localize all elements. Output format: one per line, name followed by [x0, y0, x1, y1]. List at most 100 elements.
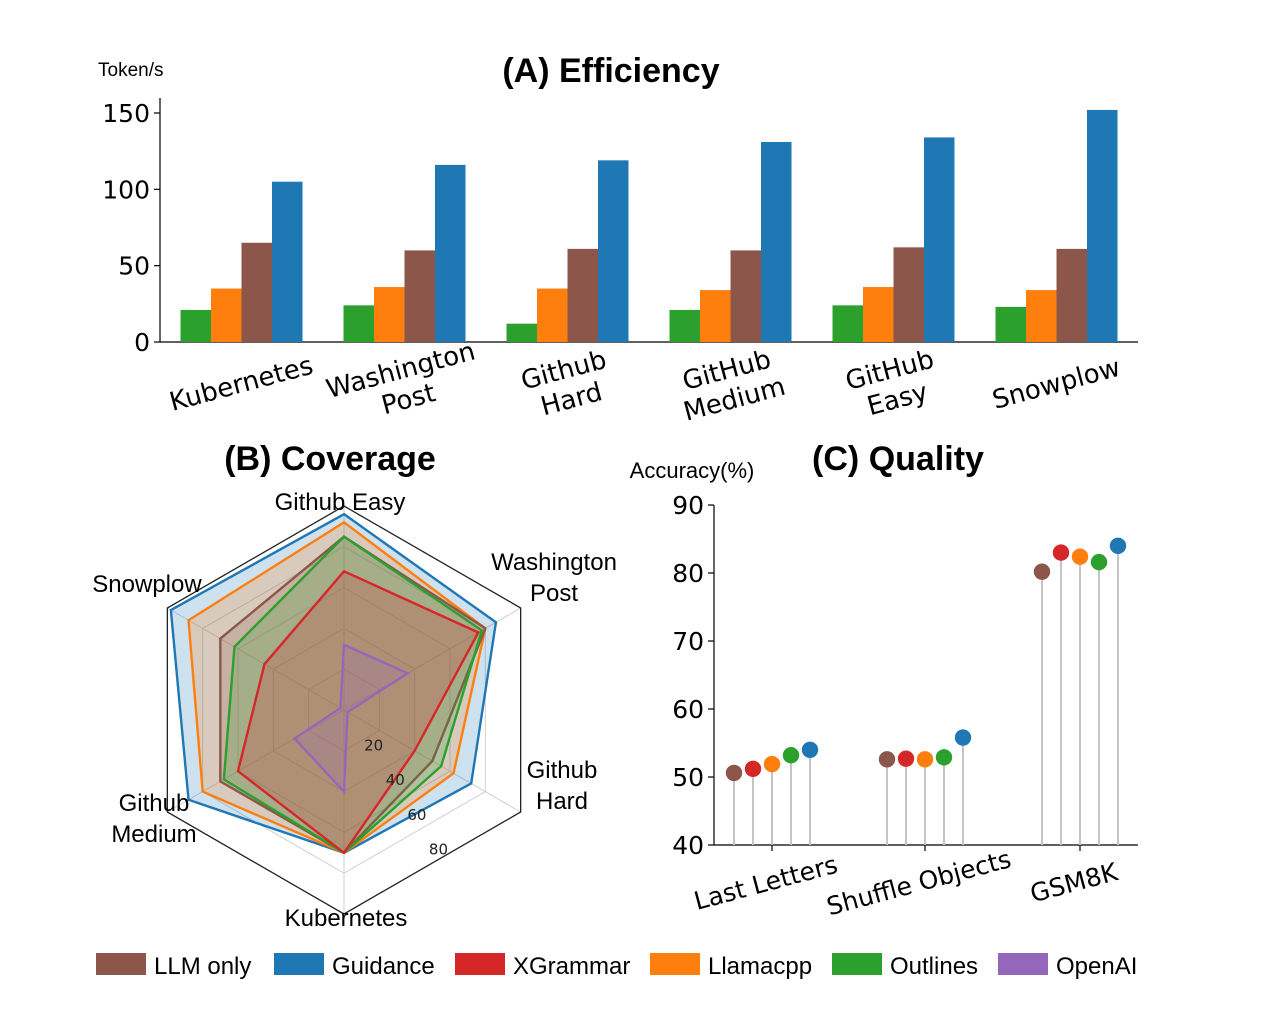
efficiency-bar: [924, 137, 955, 342]
efficiency-title: (A) Efficiency: [502, 52, 719, 90]
quality-y-tick-label: 50: [672, 763, 704, 792]
legend-swatch: [650, 953, 700, 975]
legend: LLM only Guidance XGrammar Llamacpp Outlines…: [96, 953, 1137, 980]
legend-swatch: [274, 953, 324, 975]
radar-radial-tick-label: 40: [386, 771, 405, 789]
legend-swatch: [832, 953, 882, 975]
radar-radial-tick-label: 60: [407, 806, 426, 824]
radar-axis-label: Hard: [536, 788, 588, 815]
efficiency-bar: [404, 250, 435, 342]
legend-swatch: [455, 953, 505, 975]
efficiency-bar: [506, 323, 537, 342]
radar-axis-label: Kubernetes: [285, 905, 408, 932]
efficiency-bar: [343, 305, 374, 342]
quality-x-tick-label: GSM8K: [1027, 857, 1121, 908]
quality-point: [1090, 553, 1108, 571]
efficiency-bar: [241, 242, 272, 342]
legend-label: OpenAI: [1056, 953, 1137, 980]
efficiency-x-tick-label: Kubernetes: [166, 351, 316, 418]
legend-label: Outlines: [890, 953, 978, 980]
efficiency-y-tick-label: 100: [102, 175, 150, 204]
efficiency-bar: [1087, 109, 1118, 343]
quality-point: [897, 750, 915, 767]
quality-x-tick-label: Last Letters: [691, 850, 841, 916]
radar-axis-label: Github: [119, 790, 190, 817]
coverage-title: (B) Coverage: [224, 440, 436, 478]
efficiency-bar: [567, 248, 598, 342]
quality-point: [878, 751, 896, 768]
radar-axis-label: Github Easy: [275, 489, 406, 516]
quality-point: [954, 729, 972, 746]
quality-point: [1071, 548, 1089, 565]
legend-label: LLM only: [154, 953, 251, 980]
efficiency-x-tick-label: GitHubMedium: [673, 343, 789, 428]
radar-axis-label: Medium: [111, 821, 196, 848]
efficiency-bar: [1056, 248, 1087, 342]
efficiency-y-tick-label: 50: [118, 252, 150, 281]
efficiency-y-tick-label: 150: [102, 99, 150, 128]
efficiency-x-tick-label: Snowplow: [989, 353, 1123, 416]
quality-point: [1033, 563, 1051, 580]
efficiency-bar: [700, 290, 731, 342]
efficiency-bar: [598, 160, 629, 342]
efficiency-bar: [1026, 290, 1057, 342]
radar-radial-tick-label: 20: [364, 737, 383, 755]
quality-point: [801, 741, 819, 758]
efficiency-bar: [435, 164, 466, 342]
efficiency-bar: [272, 181, 303, 342]
legend-label: Llamacpp: [708, 953, 812, 980]
efficiency-bar: [730, 250, 761, 342]
radar-series-polygon: [236, 569, 480, 855]
efficiency-x-tick-label: WashingtonPost: [323, 336, 486, 434]
quality-y-tick-label: 80: [672, 559, 704, 588]
efficiency-panel: (A) Efficiency Token/s 0 50 100 150 Kubernet…: [98, 52, 1138, 434]
quality-point: [744, 760, 762, 778]
radar-series-polygon: [292, 642, 411, 795]
quality-title: (C) Quality: [812, 440, 984, 478]
radar-axis-label: Github: [527, 757, 598, 784]
efficiency-x-tick-label: GithubHard: [518, 345, 618, 425]
efficiency-x-tick-label-line: Kubernetes: [166, 351, 316, 418]
efficiency-bar: [374, 287, 405, 342]
efficiency-x-tick-label-line: Snowplow: [989, 353, 1123, 416]
legend-label: Guidance: [332, 953, 435, 980]
radar-spoke: [167, 709, 345, 813]
efficiency-bar: [995, 306, 1026, 342]
radar-axis-label: Washington: [491, 549, 617, 576]
efficiency-bar: [180, 309, 211, 342]
quality-point: [1052, 544, 1070, 561]
efficiency-bar: [863, 287, 894, 342]
efficiency-bar: [211, 288, 242, 342]
efficiency-bar: [669, 309, 700, 342]
efficiency-bar: [832, 305, 863, 342]
quality-y-tick-label: 60: [672, 695, 704, 724]
quality-point: [782, 747, 800, 764]
efficiency-bar: [537, 288, 568, 342]
efficiency-bar: [893, 247, 924, 342]
quality-point: [935, 749, 953, 766]
legend-swatch: [998, 953, 1048, 975]
quality-point: [1109, 537, 1127, 554]
radar-radial-tick-label: 80: [429, 840, 448, 858]
quality-panel: (C) Quality Accuracy(%) 40 50 60 70 80 90 Last…: [630, 440, 1138, 921]
quality-x-tick-label: Shuffle Objects: [824, 844, 1015, 921]
quality-ylabel: Accuracy(%): [630, 458, 755, 483]
efficiency-ylabel: Token/s: [98, 60, 163, 81]
efficiency-y-tick-label: 0: [134, 328, 150, 357]
radar-axis-label: Post: [530, 580, 578, 607]
quality-y-tick-label: 70: [672, 627, 704, 656]
radar-spoke: [343, 607, 521, 711]
quality-y-tick-label: 90: [672, 491, 704, 520]
radar-outer-frame: [166, 505, 522, 915]
quality-y-tick-label: 40: [672, 831, 704, 860]
efficiency-x-tick-label: GitHubEasy: [842, 345, 945, 426]
quality-point: [725, 764, 743, 782]
legend-label: XGrammar: [513, 953, 630, 980]
quality-point: [916, 751, 934, 768]
radar-spoke: [167, 607, 345, 711]
quality-point: [763, 755, 781, 773]
legend-swatch: [96, 953, 146, 975]
radar-axis-label: Snowplow: [92, 571, 202, 598]
